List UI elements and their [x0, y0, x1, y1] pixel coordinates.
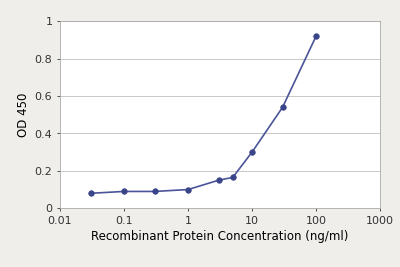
X-axis label: Recombinant Protein Concentration (ng/ml): Recombinant Protein Concentration (ng/ml… [91, 230, 349, 243]
Y-axis label: OD 450: OD 450 [18, 93, 30, 137]
